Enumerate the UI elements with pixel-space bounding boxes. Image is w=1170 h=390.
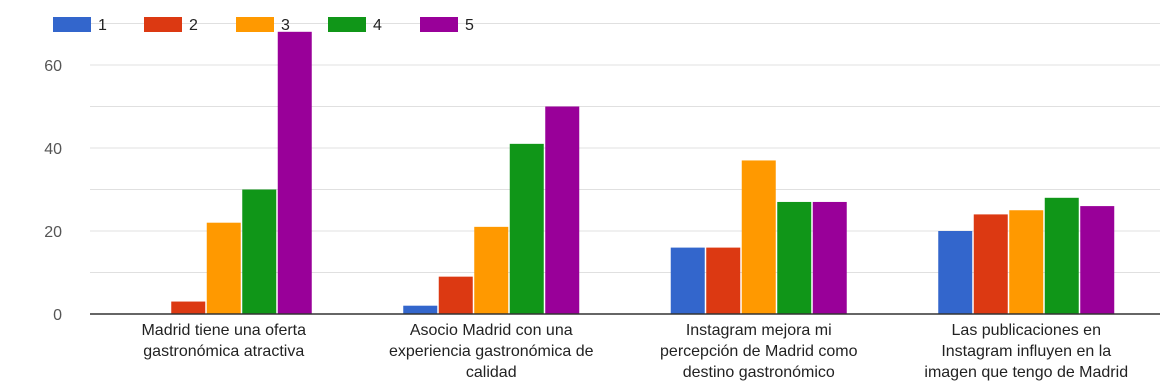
- category-label-line: Madrid tiene una oferta: [141, 322, 306, 339]
- bar-2-category-1: [171, 301, 206, 314]
- bar-1-category-3: [670, 247, 705, 314]
- legend: 1 2 3 4 5: [53, 17, 474, 34]
- y-tick-label: 60: [44, 58, 62, 75]
- bar-5-category-1: [277, 31, 312, 315]
- y-tick-label: 20: [44, 224, 62, 241]
- category-label-line: percepción de Madrid como: [660, 343, 858, 360]
- bar-4-category-2: [509, 143, 544, 314]
- category-label-line: destino gastronómico: [683, 364, 835, 381]
- legend-swatch-4: [328, 17, 366, 32]
- category-label-line: Asocio Madrid con una: [410, 322, 573, 339]
- y-tick-label: 40: [44, 141, 62, 158]
- category-label-line: experiencia gastronómica de: [389, 343, 594, 360]
- legend-swatch-5: [420, 17, 458, 32]
- category-label-line: calidad: [466, 364, 517, 381]
- bar-4-category-3: [777, 201, 812, 314]
- legend-label-4: 4: [373, 17, 382, 34]
- category-label-3: Instagram mejora mi percepción de Madrid …: [660, 322, 858, 381]
- legend-label-3: 3: [281, 17, 290, 34]
- category-label-1: Madrid tiene una oferta gastronómica atra…: [141, 322, 306, 360]
- bar-3-category-4: [1009, 210, 1044, 314]
- category-label-4: Las publicaciones en Instagram influyen e…: [924, 322, 1128, 381]
- bar-4-category-1: [242, 189, 277, 314]
- bar-5-category-3: [812, 201, 847, 314]
- bar-2-category-4: [973, 214, 1008, 314]
- category-label-line: Instagram mejora mi: [686, 322, 832, 339]
- category-label-line: gastronómica atractiva: [143, 343, 304, 360]
- bar-5-category-2: [545, 106, 580, 314]
- bar-4-category-4: [1044, 197, 1079, 314]
- bars: [171, 31, 1115, 315]
- legend-label-2: 2: [189, 17, 198, 34]
- bar-1-category-2: [403, 305, 438, 314]
- category-label-line: Las publicaciones en: [952, 322, 1101, 339]
- legend-swatch-3: [236, 17, 274, 32]
- legend-swatch-1: [53, 17, 91, 32]
- legend-swatch-2: [144, 17, 182, 32]
- bar-3-category-3: [741, 160, 776, 314]
- x-axis-labels: Madrid tiene una oferta gastronómica atra…: [141, 322, 1128, 381]
- y-tick-label: 0: [53, 307, 62, 324]
- bar-3-category-2: [474, 226, 509, 314]
- bar-1-category-4: [938, 231, 973, 314]
- category-label-line: Instagram influyen en la: [941, 343, 1111, 360]
- bar-2-category-2: [438, 276, 473, 314]
- y-axis-ticks: 0 20 40 60: [44, 58, 62, 324]
- category-label-2: Asocio Madrid con una experiencia gastron…: [389, 322, 594, 381]
- legend-label-5: 5: [465, 17, 474, 34]
- category-label-line: imagen que tengo de Madrid: [924, 364, 1128, 381]
- bar-5-category-4: [1080, 206, 1115, 314]
- bar-3-category-1: [206, 222, 241, 314]
- legend-label-1: 1: [98, 17, 107, 34]
- bar-2-category-3: [706, 247, 741, 314]
